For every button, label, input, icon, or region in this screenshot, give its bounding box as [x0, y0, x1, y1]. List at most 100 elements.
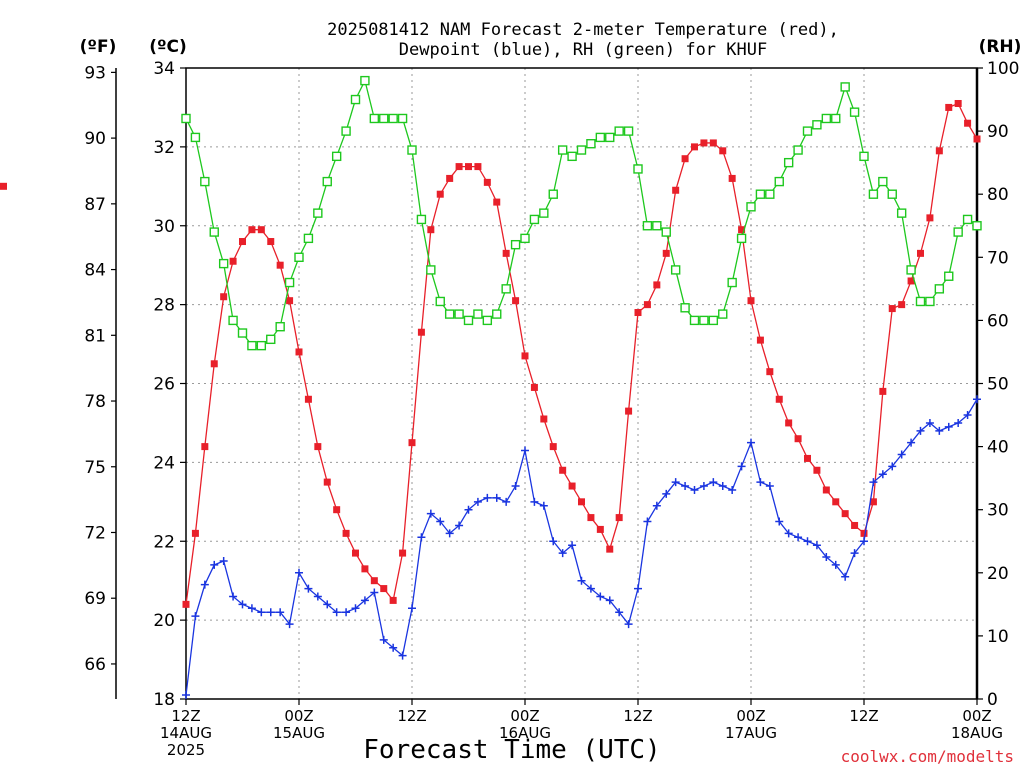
dewpoint-point: [869, 478, 878, 487]
rh-point: [209, 227, 219, 237]
temperature-point: [691, 143, 698, 151]
rh-point: [228, 315, 238, 326]
rh-point: [247, 340, 257, 351]
temperature-point: [248, 226, 256, 234]
temperature-point: [954, 99, 962, 107]
fahrenheit-axis-ticks: 66 69 72 75 78 81 84 87 90 93: [84, 63, 116, 675]
dewpoint-point: [935, 426, 944, 435]
rh-point: [755, 189, 766, 199]
rh-point: [529, 214, 540, 225]
dewpoint-point: [445, 529, 454, 538]
dewpoint-point: [888, 462, 897, 471]
temperature-point: [446, 174, 454, 182]
dewpoint-point: [794, 533, 803, 542]
celsius-tick-label: 32: [153, 138, 175, 158]
temperature-point: [888, 305, 896, 313]
rh-point: [181, 113, 191, 124]
dewpoint-point: [822, 553, 831, 562]
dewpoint-point: [229, 592, 238, 601]
temperature-point: [455, 163, 463, 171]
rh-point: [360, 75, 370, 86]
dewpoint-point: [502, 497, 511, 506]
temperature-point: [926, 214, 934, 222]
time-tick-label: 00Z: [284, 707, 313, 725]
series-layer: [0, 75, 982, 700]
rh-point: [849, 107, 860, 117]
rh-point: [670, 265, 681, 275]
dewpoint-point: [539, 501, 548, 510]
dewpoint-point: [944, 422, 953, 431]
temperature-point: [822, 486, 830, 494]
dewpoint-point: [492, 493, 501, 502]
dewpoint-point: [897, 450, 906, 459]
dewpoint-point: [605, 596, 614, 605]
dewpoint-point: [784, 529, 793, 538]
dewpoint-line: [185, 398, 978, 696]
dewpoint-point: [210, 560, 219, 569]
dewpoint-point: [690, 485, 699, 494]
temperature-point: [276, 261, 284, 269]
rh-point: [962, 214, 973, 225]
rh-point: [765, 189, 775, 199]
temperature-point: [417, 328, 425, 336]
dewpoint-point: [747, 438, 755, 447]
rh-point: [680, 303, 690, 313]
dewpoint-point: [436, 517, 445, 526]
rh-tick-label: 50: [987, 375, 1009, 395]
temperature-point: [596, 525, 604, 533]
time-tick-label: 12Z: [623, 707, 652, 725]
dewpoint-point: [398, 651, 407, 660]
rh-tick-label: 80: [987, 185, 1009, 205]
dewpoint-point: [464, 505, 473, 514]
celsius-axis-ticks: 18 20 22 24 26 28 30 32 34: [153, 59, 186, 710]
time-tick-label: 12Z: [849, 707, 878, 725]
temperature-point: [728, 174, 736, 182]
temperature-point: [917, 249, 924, 257]
rh-line: [185, 78, 978, 347]
temperature-point: [794, 435, 802, 443]
temperature-point: [747, 297, 755, 305]
temperature-point: [672, 186, 680, 194]
temperature-point: [474, 163, 482, 171]
temperature-point: [427, 226, 435, 234]
fahrenheit-tick-label: 75: [84, 458, 106, 478]
fahrenheit-tick-label: 84: [84, 261, 106, 281]
dewpoint-point: [530, 497, 539, 506]
temperature-point: [766, 368, 774, 376]
rh-point: [266, 334, 276, 345]
rh-point: [322, 176, 332, 187]
dewpoint-point: [323, 600, 332, 609]
rh-point: [633, 164, 643, 174]
dewpoint-point: [615, 608, 624, 617]
rh-point: [510, 239, 521, 250]
dewpoint-point: [342, 608, 351, 617]
temperature-point: [775, 395, 783, 403]
rh-point: [661, 227, 671, 237]
rh-point: [878, 176, 888, 187]
rh-point: [623, 126, 634, 136]
rh-point: [783, 157, 794, 168]
temperature-point: [540, 415, 548, 423]
time-tick-label: 00Z: [510, 707, 539, 725]
dewpoint-point: [756, 478, 765, 487]
rh-point: [840, 82, 850, 92]
temperature-point: [606, 545, 614, 553]
rh-point: [736, 233, 747, 244]
temperature-point: [465, 163, 472, 171]
rh-point: [539, 208, 549, 218]
temperature-point: [832, 498, 840, 506]
celsius-tick-label: 30: [153, 217, 175, 237]
dewpoint-point: [860, 537, 868, 546]
dewpoint-point: [973, 395, 981, 404]
rh-point: [915, 296, 926, 307]
fahrenheit-tick-label: 72: [84, 523, 106, 543]
temperature-point: [615, 514, 623, 522]
rh-point: [520, 233, 530, 244]
temperature-point: [286, 297, 294, 305]
dewpoint-point: [634, 584, 642, 593]
temperature-point: [841, 510, 849, 518]
fahrenheit-tick-label: 69: [84, 589, 106, 609]
celsius-tick-label: 22: [153, 532, 175, 552]
temperature-point: [813, 466, 821, 474]
temperature-point: [879, 387, 887, 395]
